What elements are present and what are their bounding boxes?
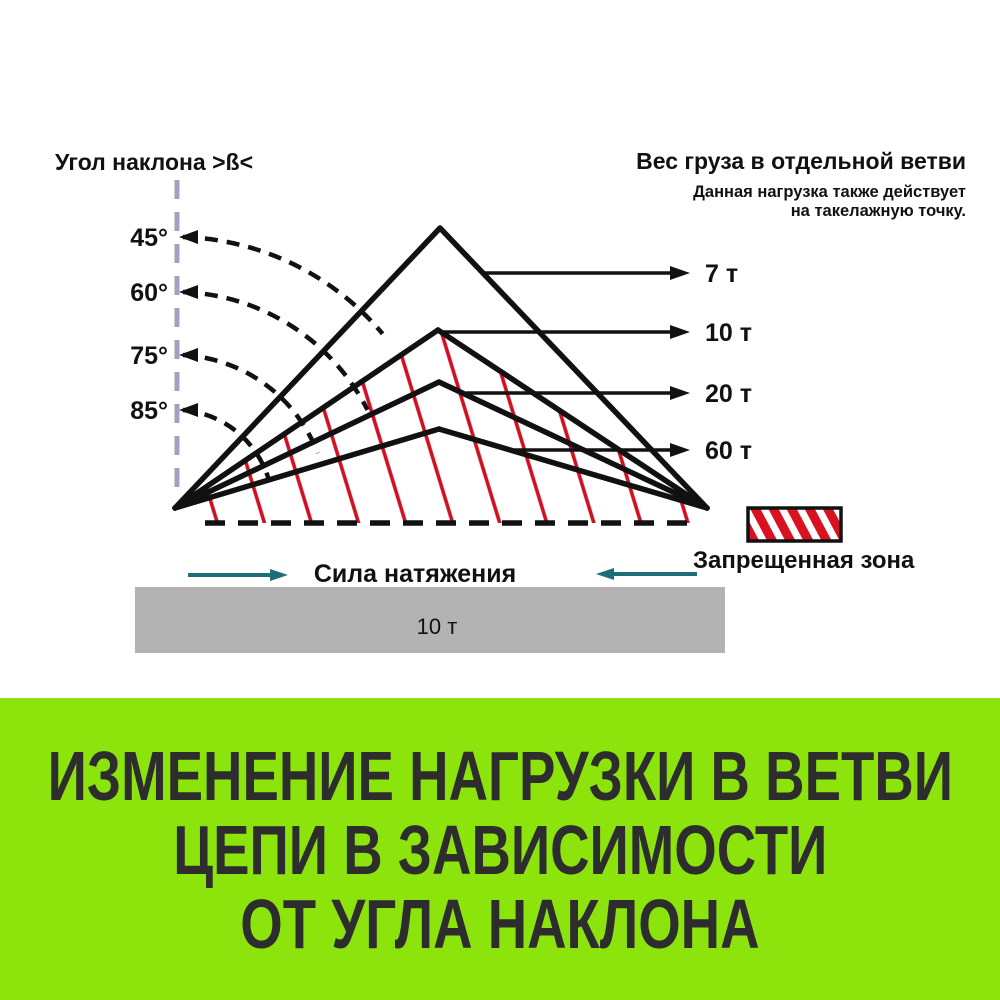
sling-leg-60-left <box>172 327 441 511</box>
angle-arc-75-arrowhead <box>179 348 198 362</box>
load-arrow-20t-head <box>670 386 690 400</box>
sling-leg-45-left <box>172 225 443 511</box>
banner-line-2: ЦЕПИ В ЗАВИСИМОСТИ <box>172 811 828 889</box>
angle-label-85: 85° <box>130 397 168 425</box>
load-bar <box>135 587 725 653</box>
tension-arrow-left-head <box>270 569 288 581</box>
angle-arc-60 <box>182 289 370 411</box>
branch-weight-title: Вес груза в отдельной ветви <box>636 148 966 174</box>
load-label-20t: 20 т <box>705 380 752 408</box>
load-label-10t: 10 т <box>705 319 752 347</box>
angle-arc-85-arrowhead <box>179 403 198 417</box>
load-label-7t: 7 т <box>705 260 738 288</box>
angle-arc-45-arrowhead <box>179 230 198 244</box>
load-bar-label: 10 т <box>417 614 458 639</box>
angle-arc-75 <box>182 352 320 455</box>
load-arrow-60t-head <box>670 443 690 457</box>
sling-leg-85-right <box>436 426 710 511</box>
banner-line-1: ИЗМЕНЕНИЕ НАГРУЗКИ В ВЕТВИ <box>47 737 953 815</box>
incline-angle-title: Угол наклона >ß< <box>55 149 253 175</box>
branch-weight-note-line2: на такелажную точку. <box>791 202 966 220</box>
sling-leg-60-right <box>435 327 710 511</box>
tension-label: Сила натяжения <box>314 560 516 588</box>
branch-weight-note-line1: Данная нагрузка также действует <box>693 183 966 201</box>
title-banner: ИЗМЕНЕНИЕ НАГРУЗКИ В ВЕТВИ ЦЕПИ В ЗАВИСИ… <box>0 698 1000 1000</box>
sling-leg-75-right <box>436 379 710 511</box>
angle-label-45: 45° <box>130 224 168 252</box>
sling-angle-diagram: Угол наклона >ß< Вес груза в отдельной в… <box>55 148 966 653</box>
load-arrow-10t-head <box>670 325 690 339</box>
banner-line-3: ОТ УГЛА НАКЛОНА <box>240 885 760 963</box>
angle-label-60: 60° <box>130 279 168 307</box>
tension-arrow-right-head <box>596 568 614 580</box>
forbidden-zone-label: Запрещенная зона <box>693 547 915 574</box>
sling-leg-75-left <box>172 379 442 511</box>
forbidden-zone-swatch <box>746 506 843 543</box>
load-arrow-7t-head <box>670 266 690 280</box>
load-label-60t: 60 т <box>705 437 752 465</box>
angle-label-75: 75° <box>130 342 168 370</box>
sling-leg-85-left <box>172 426 442 511</box>
angle-arc-60-arrowhead <box>179 285 198 299</box>
